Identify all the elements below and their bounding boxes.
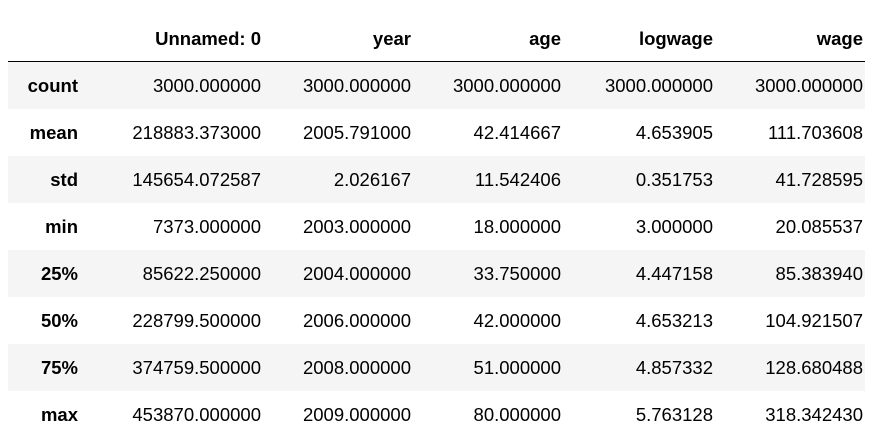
row-label: min	[45, 215, 78, 237]
table-cell: 3000.000000	[302, 74, 411, 96]
table-cell: 2006.000000	[302, 309, 411, 331]
table-cell: 111.703608	[768, 121, 863, 143]
describe-table: Unnamed: 0 year age logwage wage count 3…	[8, 17, 865, 438]
row-label: 75%	[40, 356, 78, 378]
table-cell: 104.921507	[765, 309, 863, 331]
table-cell: 4.447158	[635, 262, 713, 284]
table-cell: 2004.000000	[302, 262, 411, 284]
table-row: 25% 85622.250000 2004.000000 33.750000 4…	[8, 250, 865, 297]
table-row: 50% 228799.500000 2006.000000 42.000000 …	[8, 297, 865, 344]
table-cell: 2008.000000	[302, 356, 411, 378]
table-cell: 228799.500000	[132, 309, 261, 331]
row-label: 25%	[40, 262, 78, 284]
column-header-wage: wage	[715, 17, 865, 62]
table-cell: 2.026167	[333, 168, 411, 190]
row-label: 50%	[40, 309, 78, 331]
table-cell: 20.085537	[775, 215, 863, 237]
table-cell: 51.000000	[473, 356, 561, 378]
row-label: std	[50, 168, 78, 190]
table-row: count 3000.000000 3000.000000 3000.00000…	[8, 61, 865, 109]
table-cell: 85.383940	[775, 262, 863, 284]
table-cell: 5.763128	[635, 403, 713, 425]
table-cell: 2009.000000	[302, 403, 411, 425]
table-row: mean 218883.373000 2005.791000 42.414667…	[8, 109, 865, 156]
table-row: min 7373.000000 2003.000000 18.000000 3.…	[8, 203, 865, 250]
column-header-logwage: logwage	[563, 17, 715, 62]
table-cell: 453870.000000	[132, 403, 261, 425]
table-cell: 3000.000000	[604, 74, 713, 96]
table-cell: 18.000000	[473, 215, 561, 237]
table-row: std 145654.072587 2.026167 11.542406 0.3…	[8, 156, 865, 203]
column-header-unnamed-0: Unnamed: 0	[88, 17, 263, 62]
table-cell: 218883.373000	[132, 121, 261, 143]
index-header	[8, 17, 88, 62]
table-cell: 85622.250000	[142, 262, 261, 284]
row-label: count	[27, 74, 78, 96]
row-label: mean	[29, 121, 78, 143]
table-cell: 7373.000000	[152, 215, 261, 237]
table-cell: 318.342430	[765, 403, 863, 425]
column-header-year: year	[263, 17, 413, 62]
table-row: max 453870.000000 2009.000000 80.000000 …	[8, 391, 865, 438]
table-cell: 42.000000	[473, 309, 561, 331]
table-cell: 11.542406	[474, 168, 561, 190]
table-cell: 3000.000000	[754, 74, 863, 96]
table-cell: 4.653905	[635, 121, 713, 143]
dataframe-output: Unnamed: 0 year age logwage wage count 3…	[8, 17, 865, 438]
table-cell: 2005.791000	[302, 121, 411, 143]
table-cell: 42.414667	[473, 121, 561, 143]
table-cell: 41.728595	[775, 168, 863, 190]
table-cell: 4.653213	[635, 309, 713, 331]
column-header-age: age	[413, 17, 563, 62]
table-body: count 3000.000000 3000.000000 3000.00000…	[8, 61, 865, 439]
table-header: Unnamed: 0 year age logwage wage	[8, 17, 865, 62]
table-cell: 3000.000000	[452, 74, 561, 96]
table-cell: 145654.072587	[132, 168, 261, 190]
table-cell: 4.857332	[635, 356, 713, 378]
table-cell: 3.000000	[635, 215, 713, 237]
table-cell: 2003.000000	[302, 215, 411, 237]
header-row: Unnamed: 0 year age logwage wage	[8, 17, 865, 62]
table-cell: 128.680488	[765, 356, 863, 378]
table-cell: 33.750000	[473, 262, 561, 284]
table-cell: 3000.000000	[152, 74, 261, 96]
table-row: 75% 374759.500000 2008.000000 51.000000 …	[8, 344, 865, 391]
row-label: max	[40, 403, 78, 425]
table-cell: 374759.500000	[132, 356, 261, 378]
table-cell: 0.351753	[635, 168, 713, 190]
table-cell: 80.000000	[473, 403, 561, 425]
